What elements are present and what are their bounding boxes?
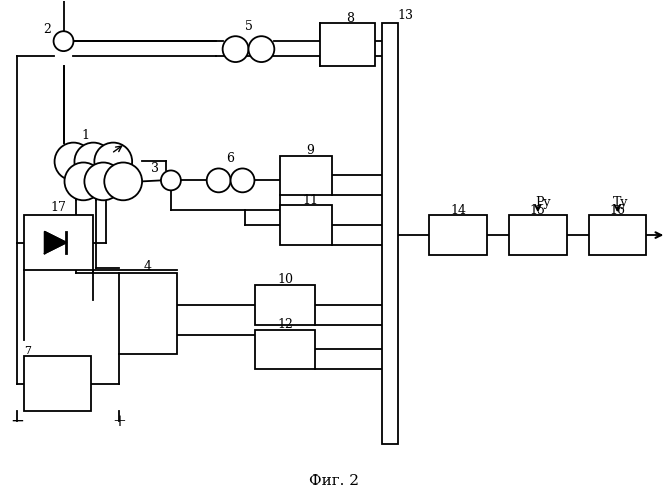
Bar [320,24,375,66]
Text: 8: 8 [346,12,354,25]
Text: 15: 15 [530,204,546,216]
Text: 5: 5 [244,20,253,32]
Bar [119,273,177,354]
Circle shape [104,162,142,200]
Text: 1: 1 [81,129,90,142]
Text: 12: 12 [277,318,293,331]
Bar [589,215,646,255]
Text: 4: 4 [144,260,152,274]
Polygon shape [45,232,67,254]
Circle shape [65,162,102,200]
Circle shape [74,142,112,180]
Text: 14: 14 [450,204,466,216]
Bar [509,215,566,255]
Text: 17: 17 [51,200,67,213]
Circle shape [84,162,122,200]
Bar [24,215,94,270]
Bar [255,330,315,370]
Text: +: + [112,412,126,430]
Circle shape [94,142,132,180]
Circle shape [55,142,92,180]
Bar [281,156,332,196]
Text: 6: 6 [226,152,234,165]
Text: 3: 3 [151,162,159,175]
Text: −: − [10,412,23,430]
Text: 11: 11 [302,194,318,207]
Circle shape [248,36,275,62]
Text: 9: 9 [306,144,314,157]
Text: 10: 10 [277,274,293,286]
Bar [430,215,487,255]
Bar [255,285,315,325]
Circle shape [206,168,230,192]
Text: Ty: Ty [613,196,628,209]
Circle shape [161,170,181,190]
Text: 16: 16 [609,204,625,216]
Text: 13: 13 [397,9,413,22]
Circle shape [230,168,255,192]
Circle shape [53,31,73,51]
Bar [24,356,92,411]
Bar [381,24,397,444]
Circle shape [222,36,248,62]
Text: Py: Py [535,196,550,209]
Text: 2: 2 [43,22,51,36]
Text: 7: 7 [24,346,31,356]
Text: Фиг. 2: Фиг. 2 [309,474,359,488]
Bar [281,205,332,245]
